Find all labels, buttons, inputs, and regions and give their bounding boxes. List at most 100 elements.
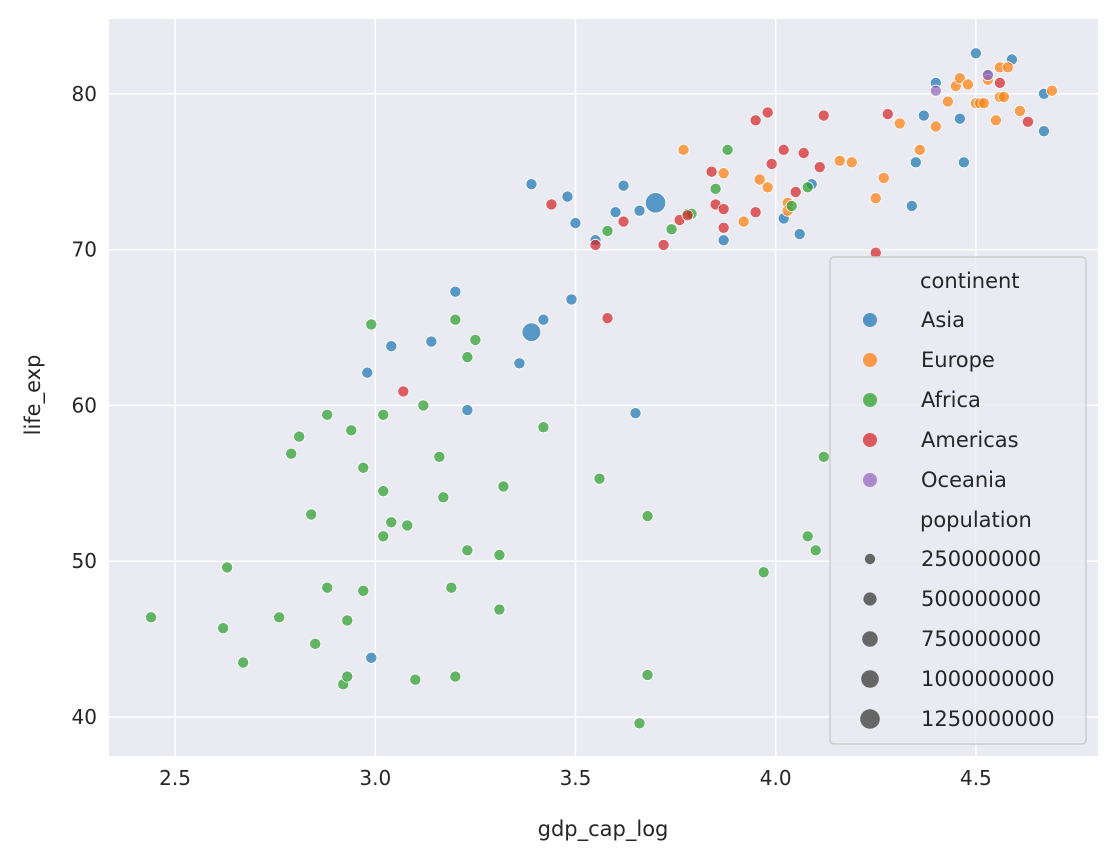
data-point	[569, 217, 582, 230]
x-tick-label: 3.5	[560, 766, 592, 790]
legend-label: Oceania	[921, 468, 1007, 492]
data-point	[321, 408, 334, 421]
legend-size-title: population	[920, 508, 1032, 532]
data-point	[785, 199, 798, 212]
data-point	[1045, 84, 1058, 97]
data-point	[385, 340, 398, 353]
y-tick-label: 60	[72, 393, 97, 417]
x-tick-label: 3.0	[359, 766, 391, 790]
legend-size-label: 250000000	[921, 547, 1041, 571]
data-point	[1021, 115, 1034, 128]
data-point	[497, 480, 510, 493]
data-point	[217, 622, 230, 635]
data-point	[449, 313, 462, 326]
data-point	[789, 185, 802, 198]
data-point	[273, 611, 286, 624]
x-axis-label: gdp_cap_log	[538, 817, 669, 842]
data-point	[917, 109, 930, 122]
data-point	[513, 357, 526, 370]
legend: continent Asia Europe Africa Americas Oceani…	[829, 256, 1087, 745]
data-point	[493, 603, 506, 616]
data-point	[449, 670, 462, 683]
legend-size-marker	[860, 709, 880, 729]
data-point	[545, 198, 558, 211]
y-tick-label: 50	[72, 549, 97, 573]
data-point	[221, 561, 234, 574]
data-point	[809, 544, 822, 557]
data-point	[793, 228, 806, 241]
data-point	[761, 106, 774, 119]
legend-hue-items: Asia Europe Africa Americas Oceania	[863, 308, 1019, 492]
data-point	[941, 95, 954, 108]
data-point	[977, 97, 990, 110]
data-point	[705, 165, 718, 178]
data-point	[961, 78, 974, 91]
data-point	[644, 192, 667, 214]
data-point	[461, 351, 474, 364]
data-point	[717, 167, 730, 180]
data-point	[877, 171, 890, 184]
data-point	[989, 114, 1002, 127]
x-tick-label: 2.5	[159, 766, 191, 790]
data-point	[993, 76, 1006, 89]
y-axis-label: life_exp	[21, 355, 46, 436]
data-point	[305, 508, 318, 521]
data-point	[721, 143, 734, 156]
data-point	[237, 656, 250, 669]
data-points	[145, 47, 1058, 730]
data-point	[617, 179, 630, 192]
data-point	[629, 407, 642, 420]
data-point	[761, 181, 774, 194]
x-tick-label: 4.5	[960, 766, 992, 790]
data-point	[377, 530, 390, 543]
data-point	[609, 206, 622, 219]
data-point	[537, 421, 550, 434]
data-point	[445, 581, 458, 594]
data-point	[361, 366, 374, 379]
data-point	[593, 472, 606, 485]
legend-marker	[863, 353, 877, 367]
data-point	[309, 637, 322, 650]
data-point	[397, 385, 410, 398]
data-point	[665, 223, 678, 236]
data-point	[913, 143, 926, 156]
data-point	[765, 157, 778, 170]
data-point	[717, 234, 730, 247]
data-point	[681, 209, 694, 222]
data-point	[449, 285, 462, 298]
data-point	[641, 668, 654, 681]
data-point	[293, 430, 306, 443]
legend-size-marker	[864, 553, 876, 565]
legend-size-marker	[862, 631, 878, 647]
data-point	[365, 651, 378, 664]
data-point	[881, 108, 894, 121]
data-point	[145, 611, 158, 624]
data-point	[525, 178, 538, 191]
data-point	[709, 182, 722, 195]
data-point	[737, 215, 750, 228]
legend-marker	[863, 473, 877, 487]
data-point	[589, 238, 602, 251]
y-tick-label: 70	[72, 238, 97, 262]
data-point	[469, 333, 482, 346]
data-point	[601, 312, 614, 325]
data-point	[929, 84, 942, 97]
legend-label: Asia	[921, 308, 965, 332]
data-point	[433, 450, 446, 463]
data-point	[521, 322, 542, 342]
data-point	[909, 156, 922, 169]
legend-hue-title: continent	[920, 269, 1020, 293]
data-point	[537, 313, 550, 326]
data-point	[757, 566, 770, 579]
data-point	[801, 530, 814, 543]
data-point	[817, 109, 830, 122]
data-point	[957, 156, 970, 169]
data-point	[905, 199, 918, 212]
legend-size-marker	[861, 670, 879, 688]
data-point	[969, 47, 982, 60]
data-point	[377, 485, 390, 498]
legend-marker	[863, 313, 877, 327]
data-point	[401, 519, 414, 532]
legend-marker	[863, 393, 877, 407]
data-point	[797, 146, 810, 159]
